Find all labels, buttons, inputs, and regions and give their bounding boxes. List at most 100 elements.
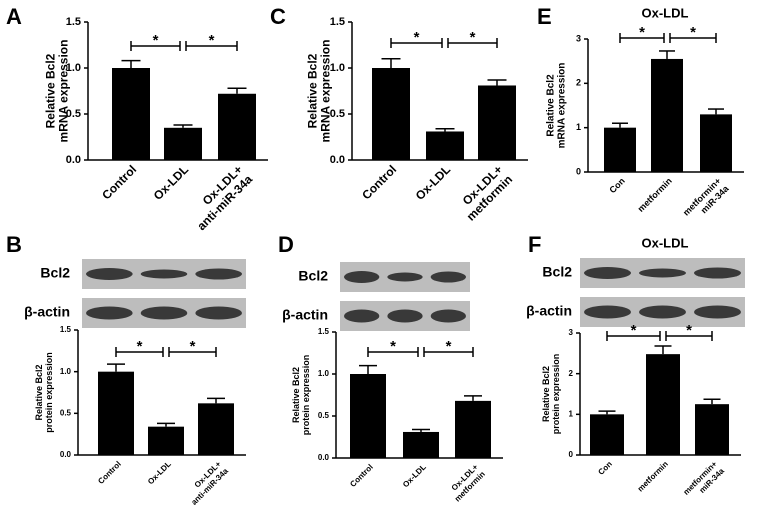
panel-letter: E [537, 4, 552, 29]
x-tick-label: Ox-LDL+anti-miR-34a [185, 162, 256, 233]
blot-band [86, 268, 133, 280]
panel-letter: A [6, 4, 22, 29]
x-tick-label: Control [96, 460, 122, 486]
y-axis-label: Relative Bcl2protein expression [541, 354, 561, 435]
x-tick-label: Ox-LDL [413, 162, 454, 203]
y-tick-label: 0.0 [330, 154, 345, 166]
x-tick-label: Control [359, 162, 399, 202]
y-tick-label: 1.5 [66, 16, 81, 28]
bar [455, 400, 491, 458]
error-bar [654, 345, 672, 355]
panel-letter: B [6, 232, 22, 257]
y-tick-label: 0.5 [330, 108, 345, 120]
x-tick-label: metformin [636, 459, 670, 493]
error-bar [121, 59, 141, 68]
error-bar [359, 364, 377, 374]
x-tick-label: metformin+miR-34a [681, 175, 731, 225]
x-tick-label: Control [99, 162, 139, 202]
bar [372, 68, 410, 160]
x-tick-label: Ox-LDL [146, 459, 173, 486]
x-tick-label: Ox-LDL+anti-miR-34a [183, 459, 231, 507]
y-tick-label: 0.0 [60, 450, 72, 459]
bar [98, 371, 134, 455]
y-tick-label: 0 [569, 450, 574, 459]
bar [651, 58, 683, 173]
panel-letter: D [278, 232, 294, 257]
error-bar [659, 50, 675, 59]
blot-label: Bcl2 [542, 264, 572, 280]
significance-label: * [690, 24, 696, 41]
y-axis-label: Relative Bcl2protein expression [34, 352, 54, 433]
bar [604, 127, 636, 172]
x-tick-label: metformin [636, 176, 674, 214]
error-bar [598, 410, 616, 415]
x-tick-label: Ox-LDL [151, 162, 192, 203]
y-tick-label: 2 [569, 369, 574, 378]
x-tick-label: Ox-LDL [401, 462, 428, 489]
y-tick-label: 0.5 [66, 108, 81, 120]
blot-label: β-actin [526, 303, 572, 319]
error-bar [227, 87, 247, 94]
error-bar [412, 428, 430, 432]
y-axis-label: Relative Bcl2mRNA expression [306, 40, 333, 143]
significance-label: * [470, 29, 476, 46]
blot-label: β-actin [282, 307, 328, 323]
y-tick-label: 1.0 [330, 62, 345, 74]
panel: C 0.0 0.5 1.0 1.5 Relative Bcl2mRNA expressio… [270, 4, 528, 224]
blot-band [639, 268, 686, 278]
significance-label: * [639, 24, 645, 41]
error-bar [381, 58, 401, 68]
panel: F Ox-LDL Bcl2 β-actin 0 1 2 3 Relative Bcl2prote… [526, 232, 745, 504]
blot-label: Bcl2 [40, 265, 70, 281]
error-bar [157, 422, 175, 427]
y-tick-label: 1 [576, 122, 581, 132]
blot-band [140, 306, 188, 320]
error-bar [207, 397, 225, 404]
y-tick-label: 0.5 [60, 408, 72, 417]
y-tick-label: 3 [569, 328, 574, 337]
y-tick-label: 0.5 [318, 411, 330, 420]
y-tick-label: 1.0 [66, 62, 81, 74]
panel-letter: C [270, 4, 286, 29]
x-tick-label: Con [608, 176, 627, 195]
blot-band [387, 272, 423, 282]
x-tick-label: Ox-LDL+metformin [454, 162, 515, 223]
panel-letter: F [528, 232, 541, 257]
significance-label: * [686, 322, 692, 339]
blot-band [387, 309, 423, 323]
x-tick-label: Control [348, 463, 374, 489]
x-tick-label: metformin+miR-34a [682, 459, 727, 504]
blot-band [694, 305, 741, 319]
error-bar [612, 122, 628, 128]
panel: B Bcl2 β-actin 0.0 0.5 1.0 1.5 Relative Bcl2pro… [6, 232, 246, 507]
y-tick-label: 1.0 [318, 369, 330, 378]
significance-label: * [446, 338, 452, 355]
blot-label: Bcl2 [298, 268, 328, 284]
bar [148, 426, 184, 455]
panel: A 0.0 0.5 1.0 1.5 Relative Bcl2mRNA expressio… [6, 4, 268, 233]
y-axis-label: Relative Bcl2mRNA expression [545, 63, 567, 149]
y-tick-label: 2 [576, 78, 581, 88]
error-bar [435, 127, 455, 132]
blot-band [344, 309, 380, 323]
y-tick-label: 0.0 [318, 453, 330, 462]
blot-band [694, 267, 741, 279]
bar [218, 93, 256, 160]
significance-label: * [190, 338, 196, 355]
blot-band [140, 269, 188, 279]
significance-label: * [137, 338, 143, 355]
blot-band [344, 271, 380, 283]
bar [426, 131, 464, 160]
bar [350, 374, 386, 458]
error-bar [487, 79, 507, 86]
bar [478, 85, 516, 160]
x-tick-label: Con [597, 459, 614, 476]
y-tick-label: 1.5 [330, 16, 345, 28]
blot-band [639, 305, 686, 319]
header: Ox-LDL [642, 5, 689, 20]
bar [112, 68, 150, 160]
significance-label: * [209, 32, 215, 49]
y-tick-label: 1 [569, 409, 574, 418]
y-tick-label: 1.0 [60, 367, 72, 376]
